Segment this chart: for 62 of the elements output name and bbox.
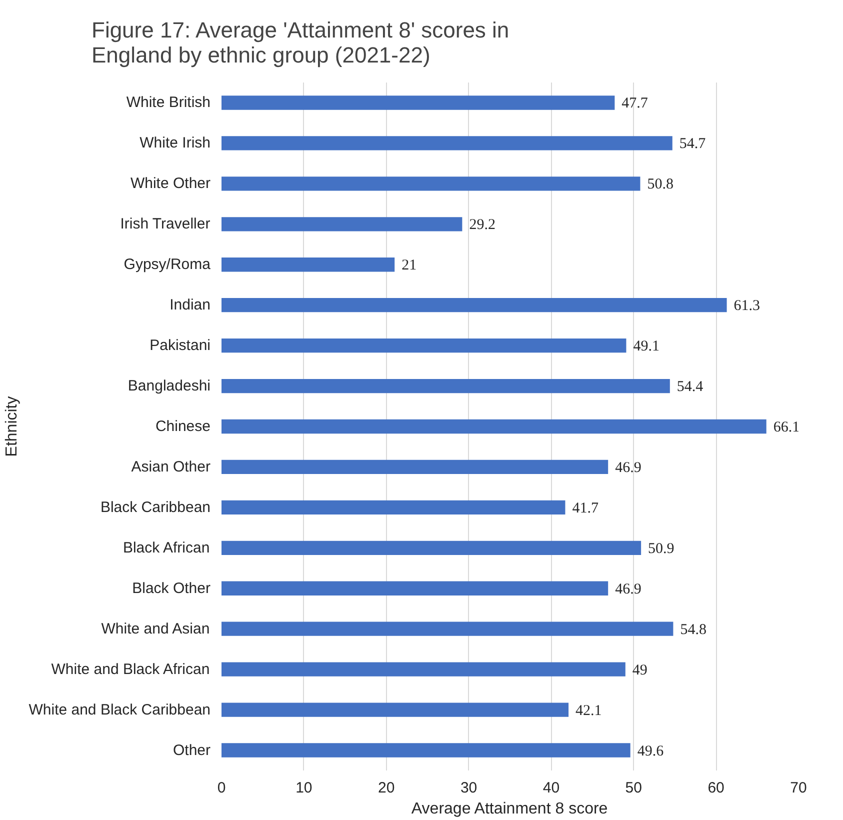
bar bbox=[222, 176, 640, 191]
bar bbox=[222, 460, 608, 474]
y-tick-label: Asian Other bbox=[131, 458, 211, 476]
bar bbox=[222, 378, 670, 394]
data-label: 47.7 bbox=[622, 96, 648, 112]
data-label: 54.7 bbox=[679, 136, 706, 152]
data-label: 66.1 bbox=[773, 420, 800, 436]
data-label: 46.9 bbox=[615, 460, 642, 476]
data-label: 21 bbox=[402, 258, 417, 274]
x-tick-label: 60 bbox=[708, 780, 724, 796]
data-label: 49.1 bbox=[633, 338, 660, 355]
bar bbox=[222, 136, 672, 150]
data-label: 46.9 bbox=[615, 581, 642, 598]
y-tick-label: Gypsy/Roma bbox=[124, 256, 212, 274]
x-tick-label: 50 bbox=[625, 780, 642, 796]
y-tick-label: Bangladeshi bbox=[128, 378, 211, 395]
y-tick-label: Indian bbox=[170, 296, 211, 314]
y-tick-label: Other bbox=[172, 742, 211, 759]
data-label: 54.4 bbox=[676, 379, 704, 396]
y-tick-label: White and Black Caribbean bbox=[28, 701, 210, 718]
data-label: 50.8 bbox=[647, 176, 674, 193]
y-tick-label: Black Other bbox=[132, 580, 211, 597]
x-tick-label: 40 bbox=[542, 780, 560, 796]
bar bbox=[222, 258, 395, 272]
y-tick-label: White Irish bbox=[140, 134, 211, 152]
y-tick-label: Chinese bbox=[155, 418, 211, 435]
bar bbox=[222, 702, 569, 717]
bar bbox=[222, 662, 626, 676]
data-label: 42.1 bbox=[576, 702, 602, 719]
data-label: 50.9 bbox=[648, 540, 674, 557]
y-tick-label: Black African bbox=[122, 539, 210, 556]
data-label: 49 bbox=[632, 662, 648, 678]
y-tick-label: Irish Traveller bbox=[120, 216, 210, 233]
y-tick-label: Pakistani bbox=[150, 337, 211, 354]
x-tick-label: 20 bbox=[378, 780, 395, 796]
y-tick-label: White Other bbox=[130, 175, 211, 192]
data-label: 29.2 bbox=[469, 217, 496, 234]
data-label: 61.3 bbox=[734, 298, 760, 314]
bar bbox=[222, 217, 462, 232]
bar bbox=[222, 338, 626, 353]
chart-title: Figure 17: Average 'Attainment 8' scores in England by ethnic group (2021-22) bbox=[92, 18, 510, 68]
bar bbox=[222, 581, 608, 596]
x-tick-label: 0 bbox=[217, 780, 226, 796]
bar bbox=[222, 96, 615, 110]
bar bbox=[222, 419, 766, 434]
data-label: 54.8 bbox=[680, 622, 706, 638]
bar bbox=[222, 743, 630, 758]
data-label: 41.7 bbox=[572, 500, 599, 516]
bar bbox=[222, 298, 727, 312]
y-tick-label: White and Black African bbox=[51, 660, 210, 678]
y-axis-title: Ethnicity bbox=[4, 396, 21, 457]
x-axis-title: Average Attainment 8 score bbox=[411, 800, 608, 818]
bar bbox=[222, 622, 674, 636]
bar bbox=[222, 540, 642, 555]
bar bbox=[222, 500, 566, 515]
x-tick-label: 10 bbox=[296, 780, 312, 796]
x-tick-label: 30 bbox=[460, 780, 478, 796]
y-tick-label: Black Caribbean bbox=[100, 498, 210, 516]
y-tick-label: White and Asian bbox=[101, 620, 210, 638]
data-label: 49.6 bbox=[637, 743, 664, 760]
y-tick-label: White British bbox=[126, 94, 211, 112]
x-tick-label: 70 bbox=[790, 780, 807, 796]
